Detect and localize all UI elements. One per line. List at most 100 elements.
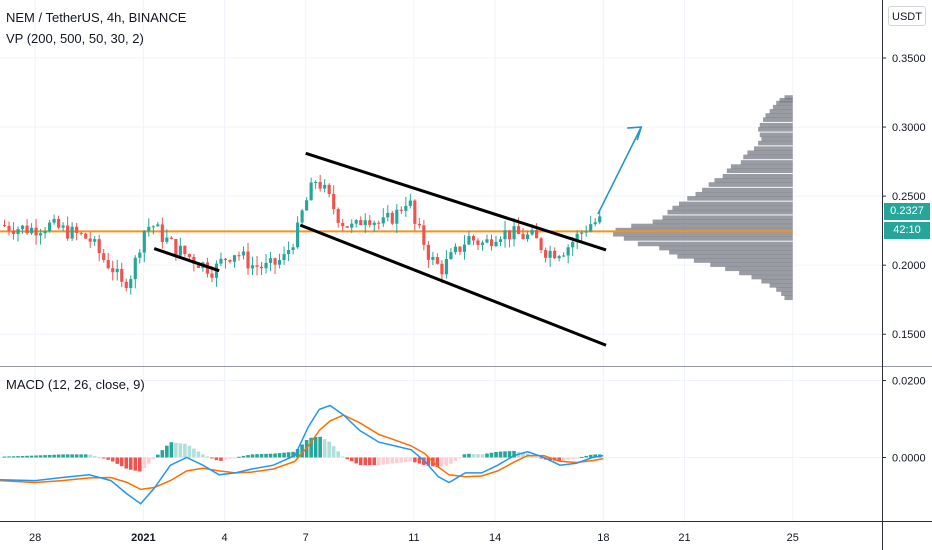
- macd-histogram-bar: [376, 457, 381, 466]
- candle-body: [219, 258, 223, 264]
- macd-histogram-bar: [367, 457, 372, 466]
- macd-histogram-bar: [286, 452, 291, 458]
- volume-profile-bar: [776, 100, 793, 106]
- candle-body: [422, 225, 426, 245]
- candle-body: [11, 230, 16, 234]
- candle-body: [97, 239, 101, 254]
- candle-body: [291, 247, 295, 250]
- candle-body: [426, 244, 430, 260]
- candle-body: [544, 250, 548, 258]
- volume-profile-bar: [677, 254, 793, 259]
- macd-histogram-bar: [354, 457, 359, 464]
- macd-histogram-bar: [61, 454, 65, 458]
- macd-histogram-bar: [106, 457, 111, 460]
- macd-histogram-bar: [156, 454, 160, 458]
- macd-histogram-bar: [453, 457, 458, 461]
- macd-histogram-bar: [534, 456, 539, 458]
- macd-histogram-bar: [178, 443, 183, 458]
- macd-histogram-bar: [255, 454, 259, 458]
- candle-body: [111, 268, 115, 273]
- candle-body: [512, 226, 516, 240]
- candle-body: [273, 258, 277, 265]
- candle-body: [377, 222, 381, 224]
- candle-body: [548, 250, 552, 258]
- candle-body: [350, 223, 354, 228]
- candle-body: [129, 279, 133, 289]
- candle-body: [327, 184, 331, 194]
- candle-body: [390, 212, 394, 224]
- macd-histogram-bar: [521, 452, 525, 458]
- volume-profile-label: VP (200, 500, 50, 30, 2): [6, 31, 144, 46]
- candle-body: [323, 184, 327, 189]
- candle-body: [336, 209, 340, 223]
- candle-body: [174, 238, 178, 256]
- candle-body: [210, 273, 214, 278]
- candle-body: [106, 260, 110, 269]
- candle-body: [196, 263, 200, 268]
- candle-body: [589, 224, 593, 232]
- candle-body: [52, 218, 56, 223]
- currency-button[interactable]: USDT: [888, 6, 926, 26]
- macd-histogram-bar: [444, 457, 449, 466]
- y-tick-label: 0.2500: [892, 191, 926, 203]
- macd-histogram-bar: [38, 455, 43, 458]
- macd-histogram-bar: [507, 451, 512, 458]
- macd-histogram-bar: [205, 456, 210, 458]
- candle-body: [476, 240, 480, 245]
- volume-profile-bar: [659, 245, 793, 251]
- candle-body: [431, 257, 435, 260]
- candle-body: [61, 225, 65, 228]
- macd-histogram-bar: [97, 457, 102, 459]
- macd-histogram-bar: [399, 457, 404, 463]
- volume-profile-bar: [759, 122, 793, 128]
- macd-histogram-bar: [192, 448, 196, 458]
- candle-body: [246, 251, 250, 269]
- candle-body: [453, 246, 458, 253]
- candle-body: [363, 220, 367, 225]
- macd-histogram-bar: [331, 446, 336, 458]
- macd-histogram-bar: [187, 445, 192, 458]
- candle-body: [124, 281, 128, 289]
- volume-profile-bar: [753, 146, 793, 151]
- volume-profile-bar: [631, 223, 793, 229]
- candle-body: [345, 226, 349, 228]
- candle-body: [79, 232, 83, 234]
- candle-body: [160, 224, 164, 242]
- macd-histogram-bar: [201, 454, 205, 458]
- candle-body: [521, 233, 525, 240]
- candle-body: [169, 237, 173, 239]
- candle-body: [462, 244, 467, 252]
- candle-body: [566, 247, 570, 256]
- y-tick-label: 0.2000: [892, 260, 926, 272]
- macd-histogram-bar: [147, 457, 151, 464]
- macd-histogram-bar: [489, 452, 494, 458]
- volume-profile-bar: [784, 295, 793, 301]
- macd-histogram-bar: [408, 457, 413, 462]
- macd-histogram-bar: [539, 457, 543, 459]
- volume-profile-bar: [687, 196, 793, 201]
- volume-profile-bar: [623, 236, 793, 241]
- candle-body: [192, 256, 196, 264]
- candle-body: [354, 220, 358, 224]
- candle-body: [264, 262, 268, 269]
- candle-body: [66, 225, 70, 239]
- candle-body: [359, 220, 363, 225]
- macd-histogram-bar: [458, 457, 462, 459]
- macd-histogram-bar: [115, 457, 120, 464]
- macd-histogram-bar: [70, 454, 74, 458]
- volume-profile-bar: [781, 291, 793, 296]
- candle-body: [300, 210, 304, 223]
- macd-histogram-bar: [7, 456, 11, 458]
- candle-body: [20, 225, 25, 230]
- candle-body: [16, 229, 20, 234]
- candle-body: [48, 222, 52, 232]
- candle-body: [449, 252, 453, 260]
- volume-profile-bar: [714, 178, 793, 183]
- volume-profile-bar: [765, 113, 793, 118]
- volume-profile-bar: [743, 154, 793, 160]
- macd-histogram-bar: [174, 442, 178, 458]
- volume-profile-bar: [722, 173, 793, 179]
- macd-histogram-bar: [277, 453, 282, 458]
- candle-body: [57, 218, 61, 228]
